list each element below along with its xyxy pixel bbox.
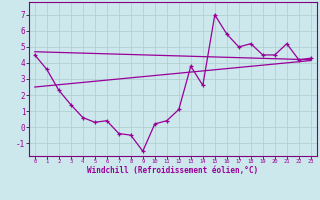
X-axis label: Windchill (Refroidissement éolien,°C): Windchill (Refroidissement éolien,°C) [87,166,258,175]
